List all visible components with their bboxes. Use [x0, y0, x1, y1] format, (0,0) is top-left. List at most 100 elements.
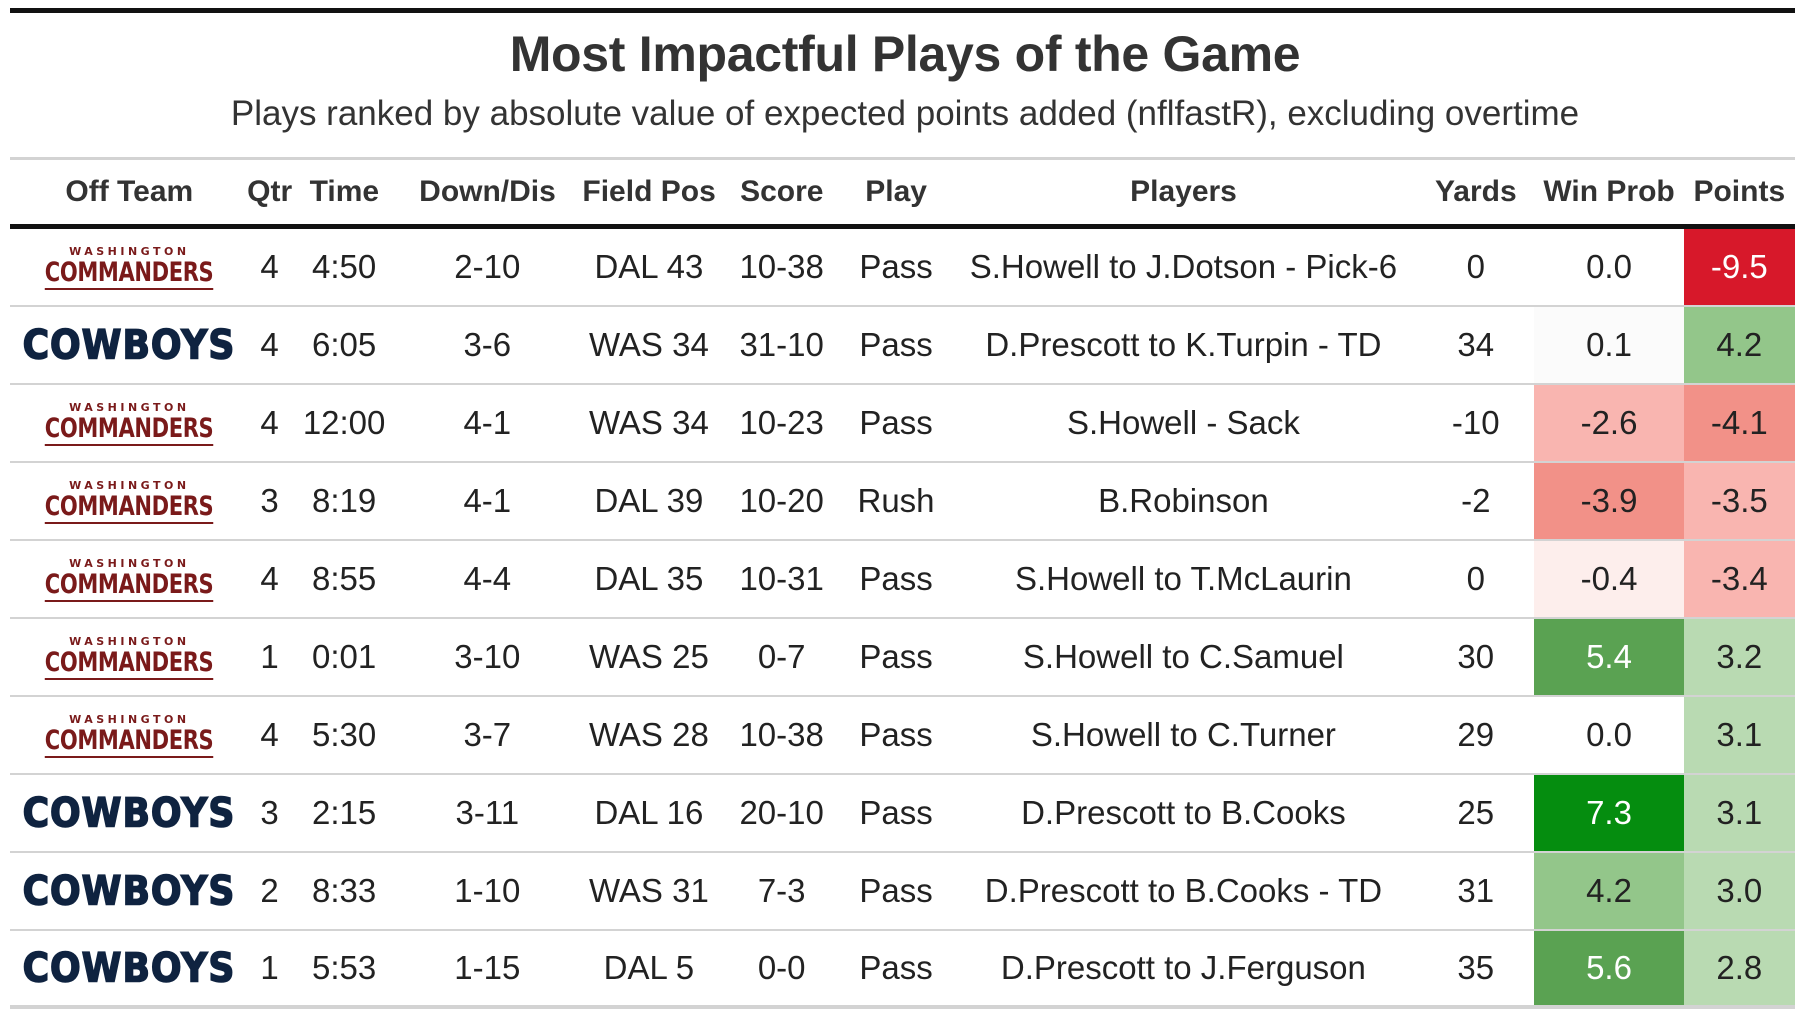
- cell-play: Pass: [859, 872, 933, 909]
- cell-yards: -2: [1461, 482, 1491, 519]
- logo-wordmark-main: COMMANDERS: [45, 256, 214, 290]
- cowboys-logo: COWBOYS: [17, 321, 241, 369]
- cell-qtr: 4: [260, 404, 279, 441]
- cell-points: 4.2: [1683, 307, 1795, 383]
- cell-qtr: 1: [260, 638, 279, 675]
- cell-win-prob: 4.2: [1534, 853, 1684, 929]
- cell-win-prob: -3.9: [1534, 463, 1684, 539]
- commanders-logo: WASHINGTON COMMANDERS: [21, 557, 237, 602]
- table-row: WASHINGTON COMMANDERS 4 8:55 4-4 DAL 35 10-31 P…: [10, 541, 1795, 619]
- header-time: Time: [309, 175, 380, 208]
- table-row: COWBOYS 4 6:05 3-6 WAS 34 31-10 Pass D.Prescott…: [10, 307, 1795, 385]
- cell-points: 2.8: [1683, 931, 1795, 1005]
- cell-win-prob: 7.3: [1534, 775, 1684, 851]
- logo-wordmark-main: COWBOYS: [22, 944, 236, 992]
- cell-play: Pass: [859, 326, 933, 363]
- cell-points: 3.0: [1683, 853, 1795, 929]
- cell-win-prob: 0.0: [1534, 229, 1684, 305]
- cell-players: S.Howell to C.Turner: [1030, 716, 1336, 753]
- cell-players: D.Prescott to K.Turpin - TD: [985, 326, 1382, 363]
- cell-down-dis: 1-15: [454, 949, 521, 986]
- cell-score: 10-23: [739, 404, 824, 441]
- cell-players: D.Prescott to B.Cooks - TD: [984, 872, 1383, 909]
- chart-title: Most Impactful Plays of the Game: [509, 26, 1301, 82]
- cell-points: -3.5: [1683, 463, 1795, 539]
- logo-wordmark-main: COWBOYS: [22, 867, 236, 915]
- plays-table: Off Team Qtr Time Down/Dis Field Pos Sco…: [10, 157, 1795, 1009]
- header-play: Play: [865, 175, 927, 208]
- cell-field-pos: DAL 35: [594, 560, 704, 597]
- logo-wordmark-top: WASHINGTON: [69, 712, 190, 726]
- cell-qtr: 1: [260, 949, 279, 986]
- table-body: WASHINGTON COMMANDERS 4 4:50 2-10 DAL 43 10-38…: [10, 229, 1795, 1009]
- cell-down-dis: 3-6: [463, 326, 512, 363]
- cell-down-dis: 3-10: [454, 638, 521, 675]
- cell-off-team: WASHINGTON COMMANDERS: [10, 619, 249, 695]
- commanders-logo: WASHINGTON COMMANDERS: [21, 713, 237, 758]
- header-win-prob: Win Prob: [1543, 175, 1675, 208]
- header-players: Players: [1130, 175, 1237, 208]
- cell-off-team: WASHINGTON COMMANDERS: [10, 385, 249, 461]
- cell-win-prob: -0.4: [1534, 541, 1684, 617]
- header-points: Points: [1693, 175, 1786, 208]
- table-row: WASHINGTON COMMANDERS 4 12:00 4-1 WAS 34 10-23…: [10, 385, 1795, 463]
- cowboys-logo: COWBOYS: [17, 944, 241, 992]
- header-yards: Yards: [1434, 175, 1517, 208]
- cell-down-dis: 1-10: [454, 872, 521, 909]
- cell-time: 5:30: [312, 716, 377, 753]
- cell-players: D.Prescott to B.Cooks: [1021, 794, 1346, 831]
- cell-field-pos: WAS 31: [588, 872, 709, 909]
- cell-players: S.Howell to T.McLaurin: [1014, 560, 1352, 597]
- cell-time: 8:33: [312, 872, 377, 909]
- logo-wordmark-main: COWBOYS: [22, 321, 236, 369]
- cell-play: Pass: [859, 716, 933, 753]
- logo-wordmark-main: COMMANDERS: [45, 412, 214, 446]
- cell-time: 0:01: [312, 638, 377, 675]
- logo-wordmark-main: COMMANDERS: [45, 568, 214, 602]
- cell-off-team: WASHINGTON COMMANDERS: [10, 229, 249, 305]
- table-row: COWBOYS 1 5:53 1-15 DAL 5 0-0 Pass D.Prescott t…: [10, 931, 1795, 1009]
- cell-players: B.Robinson: [1098, 482, 1269, 519]
- cell-score: 10-31: [739, 560, 824, 597]
- cell-score: 10-20: [739, 482, 824, 519]
- header-score: Score: [740, 175, 824, 208]
- cell-yards: 25: [1457, 794, 1495, 831]
- cell-points: -4.1: [1683, 385, 1795, 461]
- cell-yards: 30: [1457, 638, 1495, 675]
- cell-qtr: 4: [260, 326, 279, 363]
- cell-win-prob: 0.0: [1534, 697, 1684, 773]
- logo-wordmark-main: COMMANDERS: [45, 646, 214, 680]
- cell-score: 7-3: [757, 872, 806, 909]
- cell-players: S.Howell - Sack: [1066, 404, 1300, 441]
- cell-time: 5:53: [312, 949, 377, 986]
- commanders-logo: WASHINGTON COMMANDERS: [21, 635, 237, 680]
- cell-time: 6:05: [312, 326, 377, 363]
- cell-field-pos: WAS 25: [588, 638, 709, 675]
- cell-score: 31-10: [739, 326, 824, 363]
- commanders-logo: WASHINGTON COMMANDERS: [21, 479, 237, 524]
- cell-players: D.Prescott to J.Ferguson: [1000, 949, 1366, 986]
- cell-off-team: COWBOYS: [10, 931, 249, 1005]
- cell-field-pos: DAL 16: [594, 794, 704, 831]
- header-off-team: Off Team: [65, 175, 194, 208]
- cell-field-pos: WAS 34: [588, 326, 709, 363]
- cell-field-pos: WAS 34: [588, 404, 709, 441]
- cell-play: Rush: [857, 482, 935, 519]
- header-down-dis: Down/Dis: [419, 175, 556, 208]
- cell-points: 3.1: [1683, 697, 1795, 773]
- cell-qtr: 4: [260, 716, 279, 753]
- logo-wordmark-main: COWBOYS: [22, 789, 236, 837]
- table-row: WASHINGTON COMMANDERS 4 5:30 3-7 WAS 28 10-38 P…: [10, 697, 1795, 775]
- cowboys-logo: COWBOYS: [17, 867, 241, 915]
- chart-subtitle: Plays ranked by absolute value of expect…: [230, 94, 1580, 133]
- commanders-logo: WASHINGTON COMMANDERS: [21, 401, 237, 446]
- cell-qtr: 3: [260, 482, 279, 519]
- logo-wordmark-main: COMMANDERS: [45, 724, 214, 758]
- table-row: COWBOYS 2 8:33 1-10 WAS 31 7-3 Pass D.Prescott …: [10, 853, 1795, 931]
- cell-off-team: WASHINGTON COMMANDERS: [10, 541, 249, 617]
- cell-down-dis: 4-1: [463, 404, 512, 441]
- cell-yards: 29: [1457, 716, 1495, 753]
- cell-off-team: WASHINGTON COMMANDERS: [10, 463, 249, 539]
- cell-down-dis: 3-11: [455, 794, 520, 831]
- cell-down-dis: 3-7: [463, 716, 512, 753]
